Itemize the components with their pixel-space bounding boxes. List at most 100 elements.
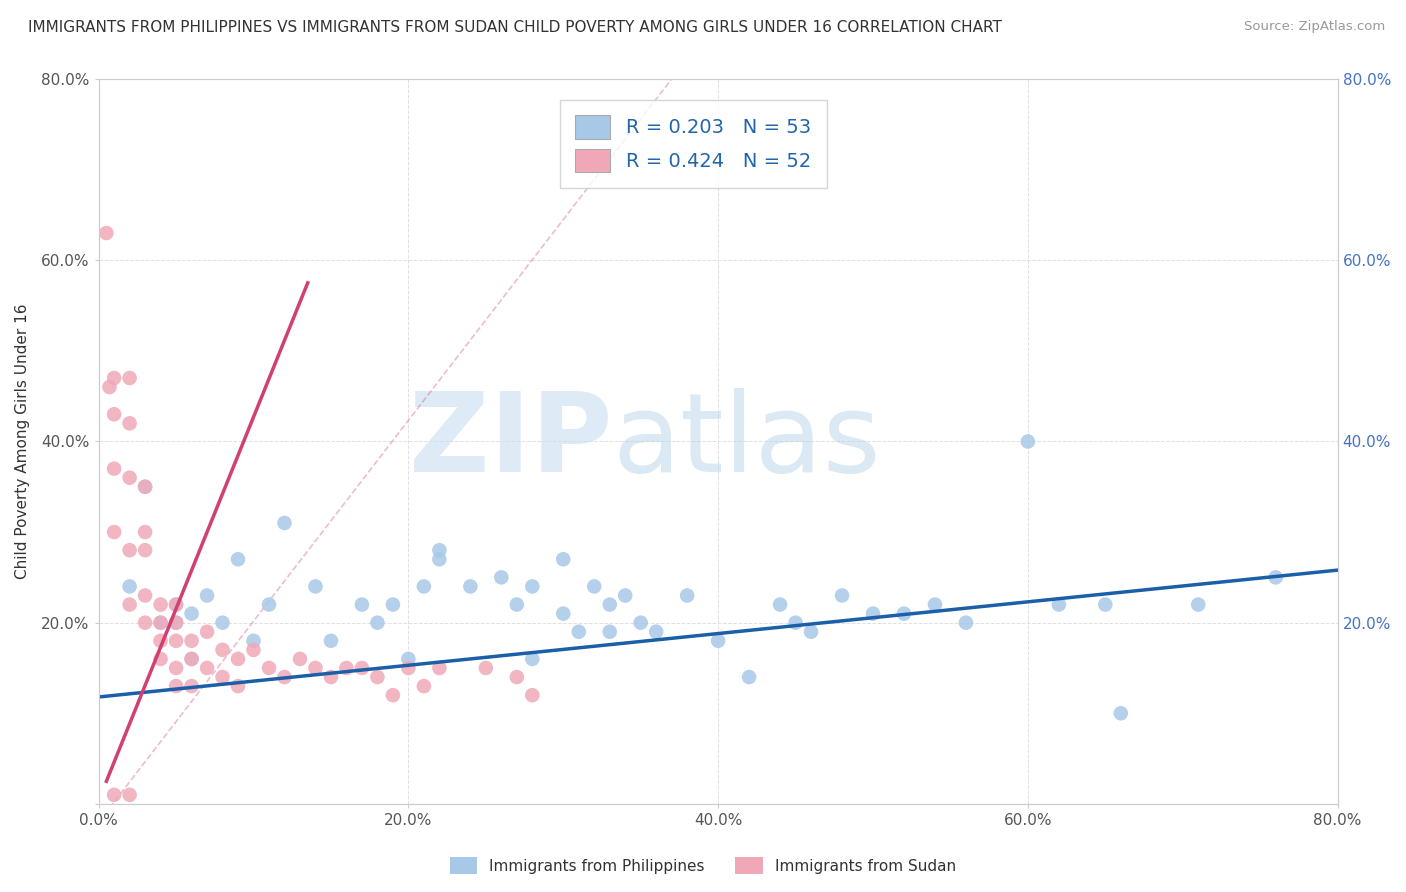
Point <box>676 589 699 603</box>
Point <box>134 543 156 558</box>
Point <box>118 417 141 431</box>
Point <box>583 579 606 593</box>
Point <box>134 589 156 603</box>
Point <box>226 552 249 566</box>
Point <box>491 570 513 584</box>
Point <box>800 624 823 639</box>
Point <box>211 615 233 630</box>
Legend: R = 0.203   N = 53, R = 0.424   N = 52: R = 0.203 N = 53, R = 0.424 N = 52 <box>560 100 827 188</box>
Point <box>165 598 187 612</box>
Point <box>1017 434 1039 449</box>
Y-axis label: Child Poverty Among Girls Under 16: Child Poverty Among Girls Under 16 <box>15 303 30 579</box>
Point <box>304 579 326 593</box>
Point <box>319 633 342 648</box>
Point <box>319 670 342 684</box>
Point <box>118 579 141 593</box>
Point <box>460 579 482 593</box>
Point <box>381 598 404 612</box>
Point <box>118 371 141 385</box>
Point <box>134 480 156 494</box>
Point <box>165 661 187 675</box>
Point <box>149 633 172 648</box>
Point <box>180 652 202 666</box>
Point <box>195 589 218 603</box>
Point <box>1109 706 1132 721</box>
Point <box>103 788 125 802</box>
Point <box>924 598 946 612</box>
Point <box>195 661 218 675</box>
Point <box>412 579 434 593</box>
Point <box>522 652 544 666</box>
Point <box>288 652 311 666</box>
Legend: Immigrants from Philippines, Immigrants from Sudan: Immigrants from Philippines, Immigrants … <box>443 851 963 880</box>
Point <box>381 688 404 702</box>
Point <box>475 661 498 675</box>
Point <box>427 661 450 675</box>
Text: Source: ZipAtlas.com: Source: ZipAtlas.com <box>1244 20 1385 33</box>
Text: IMMIGRANTS FROM PHILIPPINES VS IMMIGRANTS FROM SUDAN CHILD POVERTY AMONG GIRLS U: IMMIGRANTS FROM PHILIPPINES VS IMMIGRANT… <box>28 20 1002 35</box>
Point <box>614 589 637 603</box>
Point <box>522 688 544 702</box>
Point <box>273 516 295 530</box>
Point <box>427 543 450 558</box>
Point <box>149 615 172 630</box>
Point <box>118 598 141 612</box>
Point <box>211 643 233 657</box>
Point <box>893 607 915 621</box>
Point <box>553 607 575 621</box>
Point <box>396 652 419 666</box>
Point <box>427 552 450 566</box>
Point <box>165 598 187 612</box>
Point <box>242 633 264 648</box>
Point <box>118 471 141 485</box>
Point <box>862 607 884 621</box>
Point <box>785 615 807 630</box>
Point <box>396 661 419 675</box>
Point <box>103 407 125 421</box>
Point <box>335 661 357 675</box>
Point <box>257 598 280 612</box>
Point <box>165 615 187 630</box>
Point <box>98 380 121 394</box>
Text: atlas: atlas <box>613 388 882 495</box>
Point <box>134 524 156 539</box>
Point <box>1047 598 1070 612</box>
Point <box>103 461 125 475</box>
Point <box>1187 598 1209 612</box>
Point <box>599 598 621 612</box>
Point <box>630 615 652 630</box>
Point <box>149 615 172 630</box>
Point <box>366 670 388 684</box>
Point <box>366 615 388 630</box>
Point <box>955 615 977 630</box>
Point <box>350 661 373 675</box>
Point <box>304 661 326 675</box>
Point <box>769 598 792 612</box>
Point <box>568 624 591 639</box>
Point <box>165 679 187 693</box>
Point <box>350 598 373 612</box>
Point <box>553 552 575 566</box>
Point <box>180 679 202 693</box>
Point <box>707 633 730 648</box>
Point <box>506 598 529 612</box>
Point <box>599 624 621 639</box>
Point <box>195 624 218 639</box>
Point <box>103 524 125 539</box>
Point <box>831 589 853 603</box>
Point <box>645 624 668 639</box>
Point <box>149 652 172 666</box>
Point <box>149 598 172 612</box>
Point <box>506 670 529 684</box>
Point <box>257 661 280 675</box>
Point <box>134 480 156 494</box>
Point <box>134 615 156 630</box>
Point <box>522 579 544 593</box>
Point <box>738 670 761 684</box>
Point <box>226 652 249 666</box>
Point <box>412 679 434 693</box>
Point <box>165 615 187 630</box>
Point <box>103 371 125 385</box>
Point <box>1264 570 1286 584</box>
Point <box>1094 598 1116 612</box>
